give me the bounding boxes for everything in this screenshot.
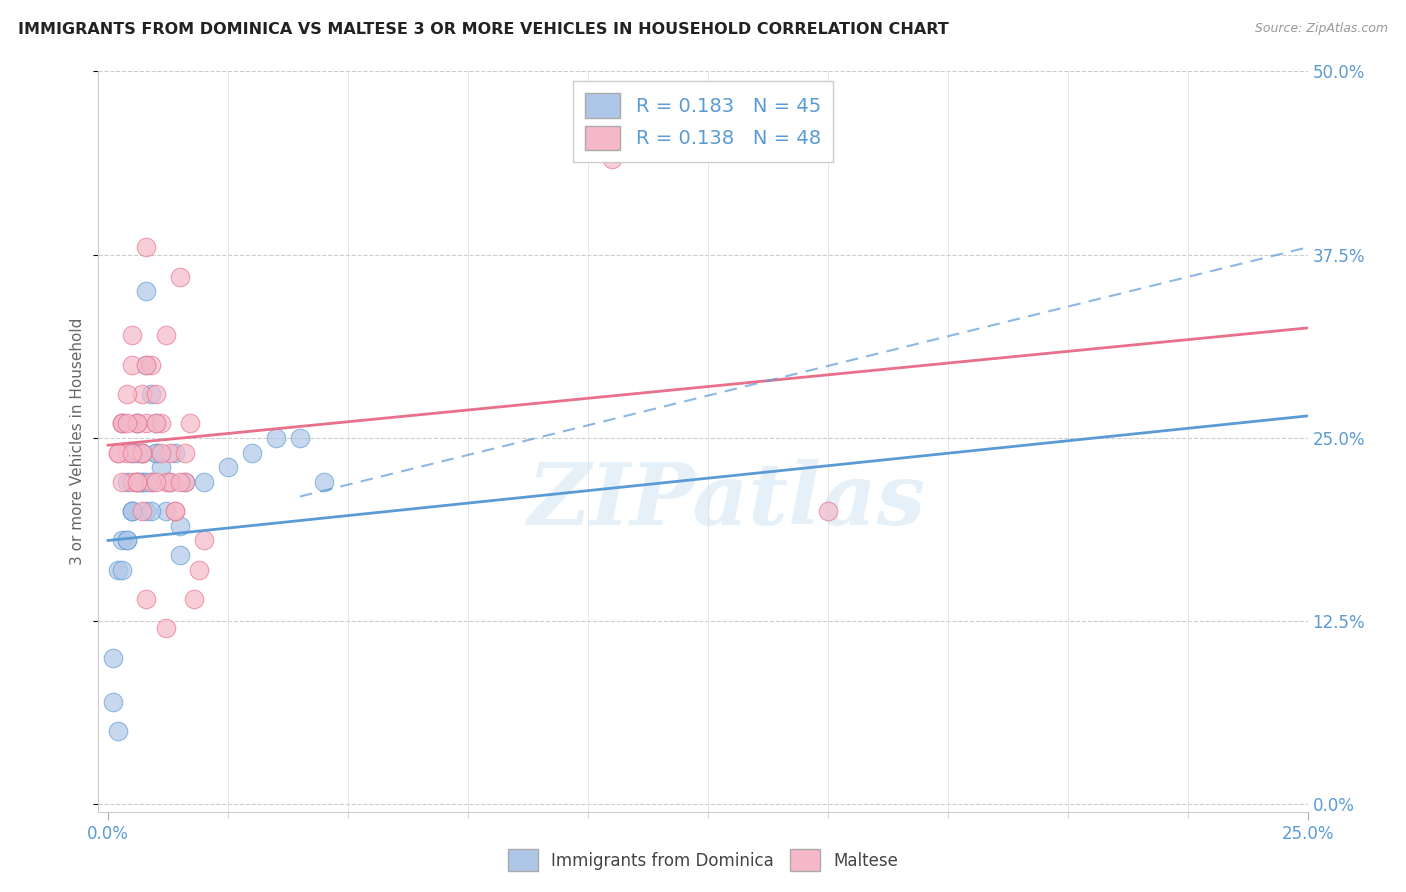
Point — [173, 445, 195, 459]
Point — [145, 416, 167, 430]
Point — [817, 504, 839, 518]
Point — [169, 475, 191, 489]
Point — [115, 533, 138, 548]
Point — [193, 533, 215, 548]
Point — [131, 445, 153, 459]
Point — [141, 475, 163, 489]
Point — [131, 387, 153, 401]
Point — [131, 445, 153, 459]
Point — [125, 475, 148, 489]
Point — [131, 445, 153, 459]
Point — [121, 358, 143, 372]
Point — [188, 563, 211, 577]
Point — [179, 416, 201, 430]
Point — [111, 533, 134, 548]
Point — [145, 387, 167, 401]
Point — [115, 475, 138, 489]
Point — [159, 475, 181, 489]
Point — [131, 475, 153, 489]
Point — [193, 475, 215, 489]
Point — [312, 475, 335, 489]
Point — [217, 460, 239, 475]
Point — [169, 548, 191, 562]
Point — [141, 358, 163, 372]
Text: Source: ZipAtlas.com: Source: ZipAtlas.com — [1254, 22, 1388, 36]
Point — [107, 563, 129, 577]
Point — [111, 475, 134, 489]
Text: IMMIGRANTS FROM DOMINICA VS MALTESE 3 OR MORE VEHICLES IN HOUSEHOLD CORRELATION : IMMIGRANTS FROM DOMINICA VS MALTESE 3 OR… — [18, 22, 949, 37]
Point — [115, 533, 138, 548]
Point — [107, 445, 129, 459]
Y-axis label: 3 or more Vehicles in Household: 3 or more Vehicles in Household — [70, 318, 86, 566]
Point — [111, 563, 134, 577]
Point — [155, 328, 177, 343]
Point — [165, 504, 187, 518]
Point — [135, 416, 157, 430]
Point — [111, 416, 134, 430]
Point — [173, 475, 195, 489]
Point — [155, 504, 177, 518]
Point — [125, 445, 148, 459]
Point — [155, 475, 177, 489]
Legend: R = 0.183   N = 45, R = 0.138   N = 48: R = 0.183 N = 45, R = 0.138 N = 48 — [574, 81, 832, 162]
Point — [169, 269, 191, 284]
Point — [135, 285, 157, 299]
Point — [121, 504, 143, 518]
Legend: Immigrants from Dominica, Maltese: Immigrants from Dominica, Maltese — [499, 841, 907, 880]
Point — [135, 592, 157, 607]
Point — [135, 504, 157, 518]
Point — [145, 475, 167, 489]
Point — [115, 416, 138, 430]
Point — [135, 475, 157, 489]
Point — [135, 240, 157, 254]
Point — [159, 445, 181, 459]
Point — [165, 504, 187, 518]
Point — [288, 431, 311, 445]
Point — [240, 445, 263, 459]
Point — [141, 504, 163, 518]
Point — [121, 504, 143, 518]
Point — [135, 358, 157, 372]
Point — [115, 445, 138, 459]
Point — [101, 650, 124, 665]
Point — [121, 504, 143, 518]
Point — [131, 445, 153, 459]
Point — [101, 695, 124, 709]
Point — [149, 460, 172, 475]
Point — [125, 416, 148, 430]
Point — [121, 445, 143, 459]
Point — [131, 504, 153, 518]
Point — [155, 622, 177, 636]
Text: ZIPatlas: ZIPatlas — [529, 459, 927, 542]
Point — [121, 328, 143, 343]
Point — [111, 416, 134, 430]
Point — [149, 416, 172, 430]
Point — [125, 475, 148, 489]
Point — [121, 475, 143, 489]
Point — [145, 416, 167, 430]
Point — [183, 592, 205, 607]
Point — [111, 416, 134, 430]
Point — [169, 519, 191, 533]
Point — [125, 475, 148, 489]
Point — [115, 387, 138, 401]
Point — [173, 475, 195, 489]
Point — [165, 445, 187, 459]
Point — [141, 387, 163, 401]
Point — [125, 416, 148, 430]
Point — [121, 445, 143, 459]
Point — [141, 475, 163, 489]
Point — [159, 475, 181, 489]
Point — [135, 358, 157, 372]
Point — [125, 416, 148, 430]
Point — [131, 475, 153, 489]
Point — [264, 431, 287, 445]
Point — [145, 445, 167, 459]
Point — [149, 445, 172, 459]
Point — [107, 724, 129, 739]
Point — [107, 445, 129, 459]
Point — [125, 475, 148, 489]
Point — [600, 153, 623, 167]
Point — [145, 445, 167, 459]
